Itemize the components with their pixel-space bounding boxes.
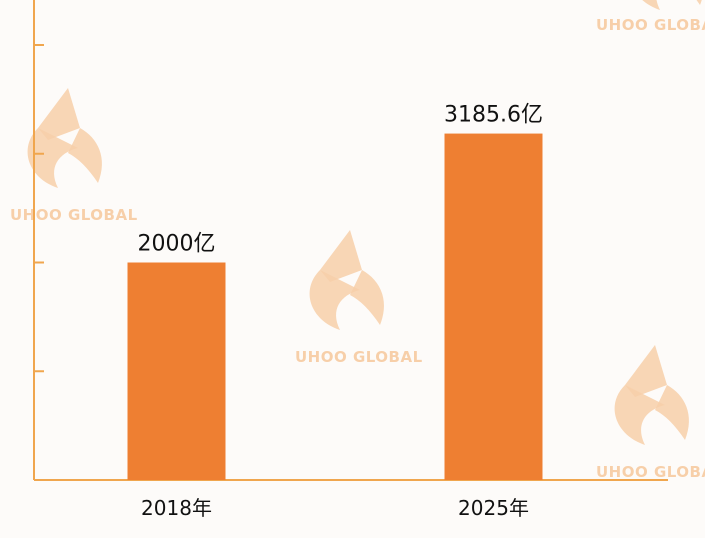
- bar: [444, 133, 543, 481]
- watermark-fox-logo-icon: [27, 88, 102, 188]
- bar-series: 2000亿 2018年 3185.6亿 2025年: [127, 103, 543, 520]
- watermark-fox-logo-icon: [309, 230, 384, 330]
- x-tick-label: 2025年: [458, 496, 529, 520]
- watermark-layer: UHOO GLOBAL UHOO GLOBAL UHOO GLOBAL UHOO…: [10, 0, 705, 481]
- watermark-fox-logo-icon: [614, 345, 689, 445]
- watermark-text: UHOO GLOBAL: [596, 463, 705, 481]
- x-tick-label: 2018年: [141, 496, 212, 520]
- watermark-text: UHOO GLOBAL: [596, 16, 705, 34]
- watermark-text: UHOO GLOBAL: [295, 348, 423, 366]
- watermark-text: UHOO GLOBAL: [10, 206, 138, 224]
- watermark-fox-logo-icon: [642, 0, 702, 10]
- bar-data-label: 3185.6亿: [444, 103, 543, 128]
- y-axis-ticks: [34, 44, 44, 373]
- bar: [127, 262, 226, 480]
- bar-data-label: 2000亿: [138, 232, 216, 257]
